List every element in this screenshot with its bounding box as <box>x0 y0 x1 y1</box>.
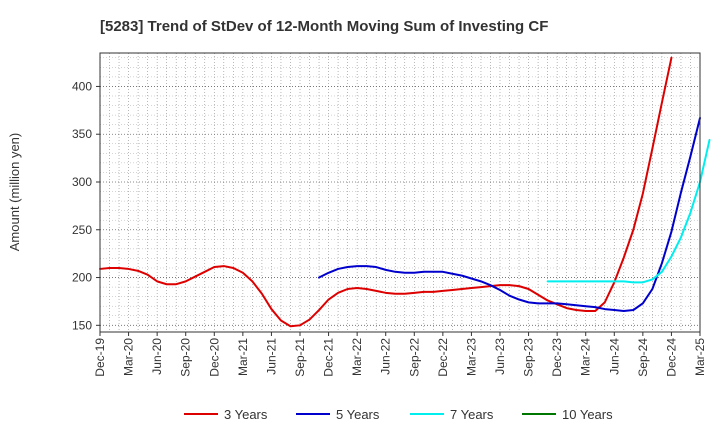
x-tick-label: Jun-23 <box>493 338 507 375</box>
series-line-7-years <box>546 138 711 284</box>
x-tick-label: Jun-20 <box>150 338 164 375</box>
y-tick-label: 200 <box>72 271 92 285</box>
x-tick-label: Sep-20 <box>179 338 193 377</box>
x-tick-label: Mar-24 <box>579 338 593 376</box>
x-tick-label: Dec-19 <box>93 338 107 377</box>
series-line-5-years <box>318 116 701 312</box>
y-tick-label: 350 <box>72 127 92 141</box>
legend: 3 Years 5 Years 7 Years 10 Years <box>184 407 613 422</box>
x-tick-label: Jun-22 <box>379 338 393 375</box>
x-tick-label: Sep-24 <box>636 338 650 377</box>
plot-frame <box>99 52 701 333</box>
y-tick-label: 150 <box>72 318 92 332</box>
chart-title: [5283] Trend of StDev of 12-Month Moving… <box>100 18 548 35</box>
x-axis: Dec-19 Mar-20 Jun-20 Sep-20 Dec-20 Mar-21 Jun-… <box>93 332 707 377</box>
x-tick-label: Mar-22 <box>350 338 364 376</box>
x-tick-label: Dec-23 <box>550 338 564 377</box>
x-tick-label: Sep-21 <box>293 338 307 377</box>
y-axis: 150 200 250 300 350 400 <box>72 79 100 332</box>
grid <box>99 53 701 332</box>
legend-label: 10 Years <box>562 407 613 422</box>
x-tick-label: Mar-23 <box>464 338 478 376</box>
legend-label: 3 Years <box>224 407 268 422</box>
x-tick-label: Mar-25 <box>693 338 707 376</box>
series-line-3-years <box>99 56 673 328</box>
x-tick-label: Sep-23 <box>522 338 536 377</box>
series-layer <box>99 56 711 328</box>
y-axis-label: Amount (million yen) <box>7 133 22 252</box>
x-tick-label: Dec-22 <box>436 338 450 377</box>
y-tick-label: 250 <box>72 223 92 237</box>
x-tick-label: Dec-21 <box>322 338 336 377</box>
x-tick-label: Mar-21 <box>236 338 250 376</box>
y-tick-label: 400 <box>72 79 92 93</box>
x-tick-label: Dec-24 <box>664 338 678 377</box>
x-tick-label: Sep-22 <box>407 338 421 377</box>
y-tick-label: 300 <box>72 175 92 189</box>
legend-label: 5 Years <box>336 407 380 422</box>
x-tick-label: Jun-21 <box>264 338 278 375</box>
x-tick-label: Jun-24 <box>607 338 621 375</box>
x-tick-label: Mar-20 <box>122 338 136 376</box>
legend-label: 7 Years <box>450 407 494 422</box>
x-tick-label: Dec-20 <box>207 338 221 377</box>
plot-area <box>100 53 700 332</box>
